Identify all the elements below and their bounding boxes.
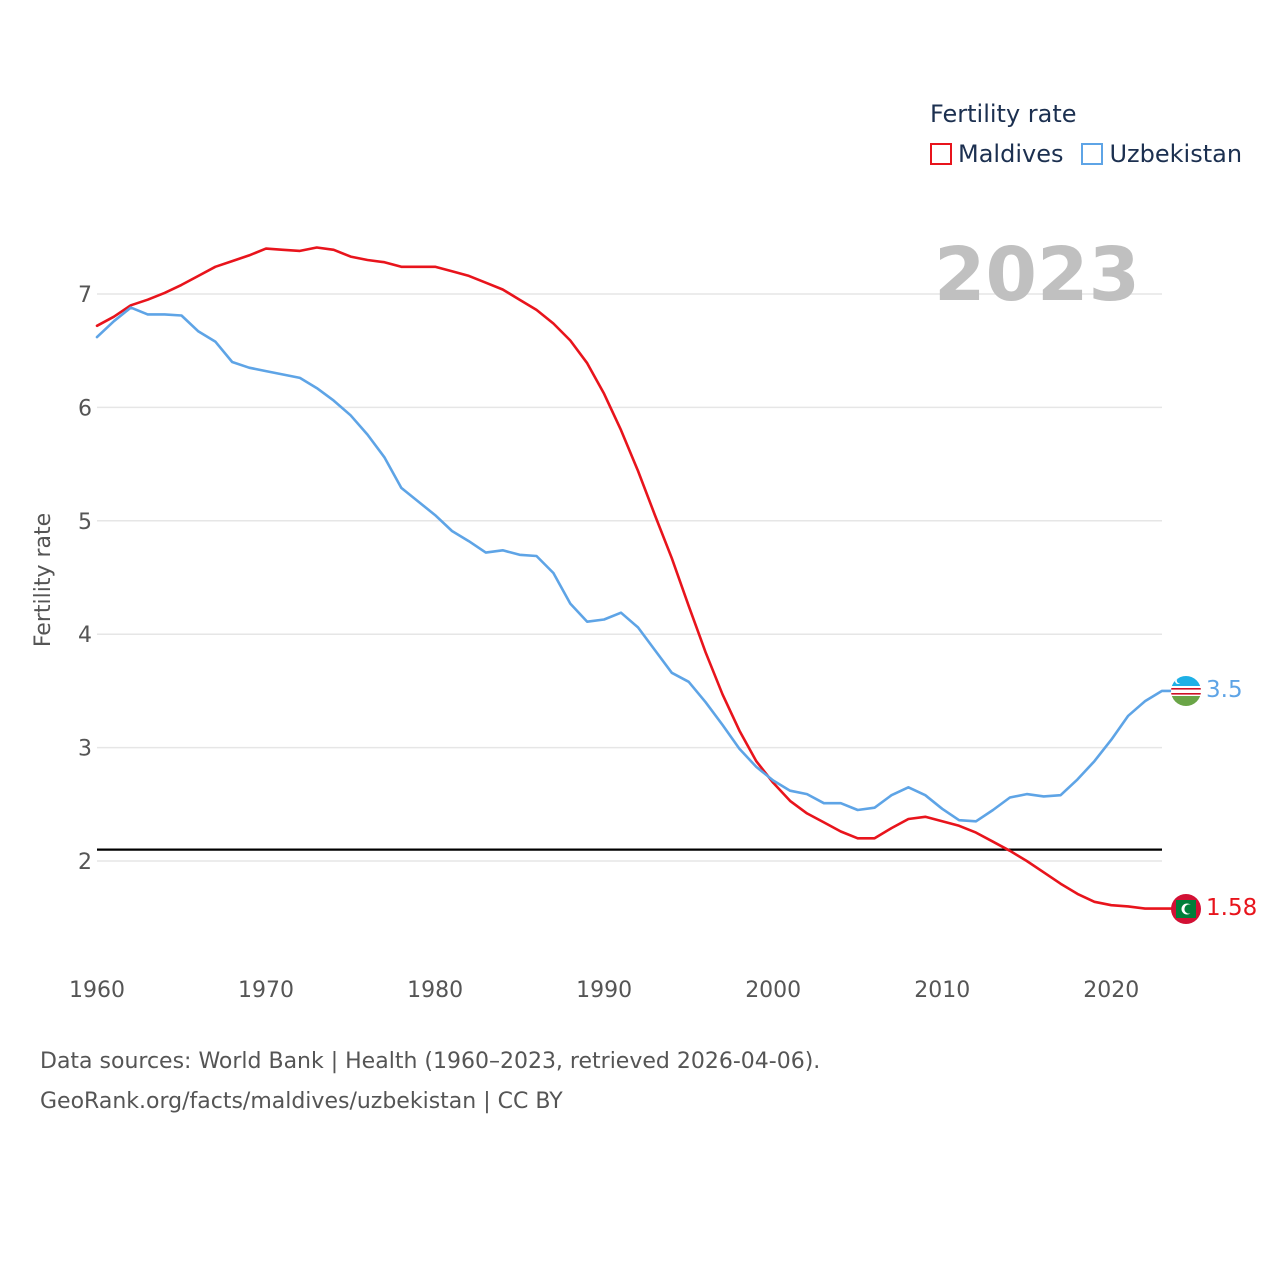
x-tick-label: 2020: [1083, 978, 1139, 1003]
x-tick-label: 2010: [914, 978, 970, 1003]
maldives-flag-icon: [1171, 894, 1201, 924]
legend-label-uzbekistan: Uzbekistan: [1109, 140, 1243, 168]
legend-item-maldives[interactable]: Maldives: [930, 140, 1063, 168]
series-line-uzbekistan: [95, 306, 1174, 823]
footer-attribution-line: GeoRank.org/facts/maldives/uzbekistan | …: [40, 1089, 563, 1114]
series-line-maldives: [95, 246, 1174, 910]
maldives-end-value: 1.58: [1206, 895, 1257, 921]
legend-item-uzbekistan[interactable]: Uzbekistan: [1081, 140, 1242, 168]
x-tick-label: 1990: [576, 978, 632, 1003]
y-tick-label: 2: [78, 850, 92, 875]
series-lines: [95, 246, 1174, 910]
y-axis-ticks: 2 3 4 5 6 7: [78, 283, 92, 875]
y-tick-label: 7: [78, 283, 92, 308]
maldives-swatch: [930, 143, 952, 165]
uzbekistan-flag-icon: [1171, 676, 1201, 706]
y-tick-label: 6: [78, 396, 92, 421]
y-axis-label: Fertility rate: [31, 513, 56, 647]
y-tick-label: 4: [78, 623, 92, 648]
legend: Fertility rate Maldives Uzbekistan: [930, 100, 1242, 168]
x-tick-label: 1980: [407, 978, 463, 1003]
uzbekistan-end-value: 3.5: [1206, 677, 1243, 703]
data-source-footer: Data sources: World Bank | Health (1960–…: [40, 1042, 820, 1122]
gridlines: [97, 293, 1162, 862]
legend-label-maldives: Maldives: [958, 140, 1064, 168]
legend-title: Fertility rate: [930, 100, 1077, 128]
current-year-label: 2023: [934, 232, 1140, 318]
y-tick-label: 5: [78, 510, 92, 535]
footer-source-line: Data sources: World Bank | Health (1960–…: [40, 1049, 821, 1074]
y-tick-label: 3: [78, 737, 92, 762]
uzbekistan-swatch: [1081, 143, 1104, 165]
x-tick-label: 1970: [238, 978, 294, 1003]
x-tick-label: 1960: [69, 978, 125, 1003]
x-tick-label: 2000: [745, 978, 801, 1003]
x-axis-ticks: 1960 1970 1980 1990 2000 2010 2020: [69, 978, 1139, 1003]
